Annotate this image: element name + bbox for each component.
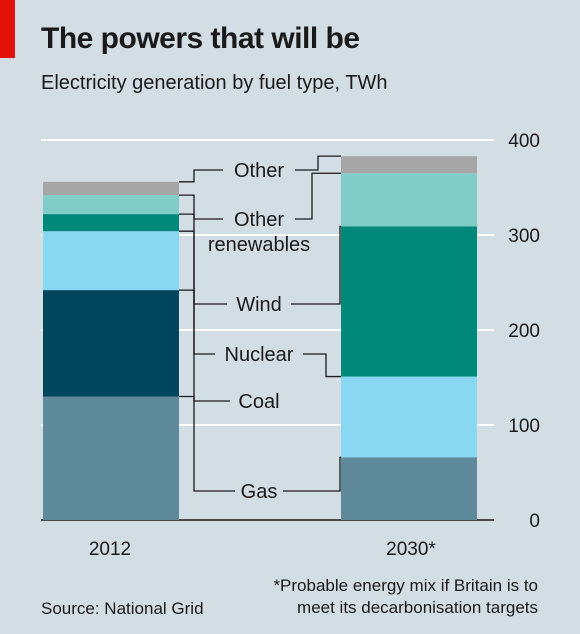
chart-subtitle: Electricity generation by fuel type, TWh bbox=[41, 72, 388, 94]
connector-right-0 bbox=[283, 456, 341, 492]
connector-left-1 bbox=[179, 289, 230, 402]
y-tick-label: 300 bbox=[508, 226, 540, 247]
footnote-line-1: *Probable energy mix if Britain is to bbox=[273, 576, 538, 595]
connector-left-4 bbox=[179, 194, 223, 220]
series-label-renewables-line2: renewables bbox=[208, 234, 310, 256]
series-label-other: Other bbox=[234, 160, 284, 182]
bar-segment-wind-0 bbox=[43, 214, 179, 232]
chart-title: The powers that will be bbox=[41, 22, 360, 55]
bar-segment-nuclear-1 bbox=[341, 376, 477, 458]
bar-segment-coal-0 bbox=[43, 290, 179, 397]
connector-right-5 bbox=[295, 155, 341, 171]
connector-left-0 bbox=[179, 395, 235, 492]
y-tick-label: 400 bbox=[508, 131, 540, 152]
bar-segment-other-1 bbox=[341, 156, 477, 174]
x-category-label: 2030* bbox=[386, 539, 436, 560]
series-label-nuclear: Nuclear bbox=[225, 344, 294, 366]
series-label-wind: Wind bbox=[236, 294, 282, 316]
bar-segment-gas-0 bbox=[43, 396, 179, 520]
bar-segment-other-0 bbox=[43, 181, 179, 196]
y-tick-label: 0 bbox=[529, 511, 540, 532]
y-tick-label: 200 bbox=[508, 321, 540, 342]
footnote-line-2: meet its decarbonisation targets bbox=[297, 598, 538, 617]
series-label-other-renewables: Other bbox=[234, 209, 284, 231]
connector-left-5 bbox=[179, 169, 223, 183]
bar-segment-wind-1 bbox=[341, 226, 477, 377]
connector-right-3 bbox=[291, 225, 341, 305]
x-category-label: 2012 bbox=[89, 539, 131, 560]
brand-red-tag bbox=[0, 0, 15, 58]
bar-segment-nuclear-0 bbox=[43, 231, 179, 291]
series-label-gas: Gas bbox=[241, 481, 278, 503]
connector-right-4 bbox=[295, 172, 341, 220]
connector-left-3 bbox=[179, 213, 227, 305]
source-note: Source: National Grid bbox=[41, 599, 204, 618]
series-label-coal: Coal bbox=[238, 391, 279, 413]
y-tick-label: 100 bbox=[508, 416, 540, 437]
footnote: *Probable energy mix if Britain is to me… bbox=[218, 575, 538, 619]
bar-segment-other-renewables-0 bbox=[43, 195, 179, 215]
bar-segment-other-renewables-1 bbox=[341, 173, 477, 227]
connector-right-2 bbox=[303, 353, 341, 378]
bar-segment-gas-1 bbox=[341, 457, 477, 520]
